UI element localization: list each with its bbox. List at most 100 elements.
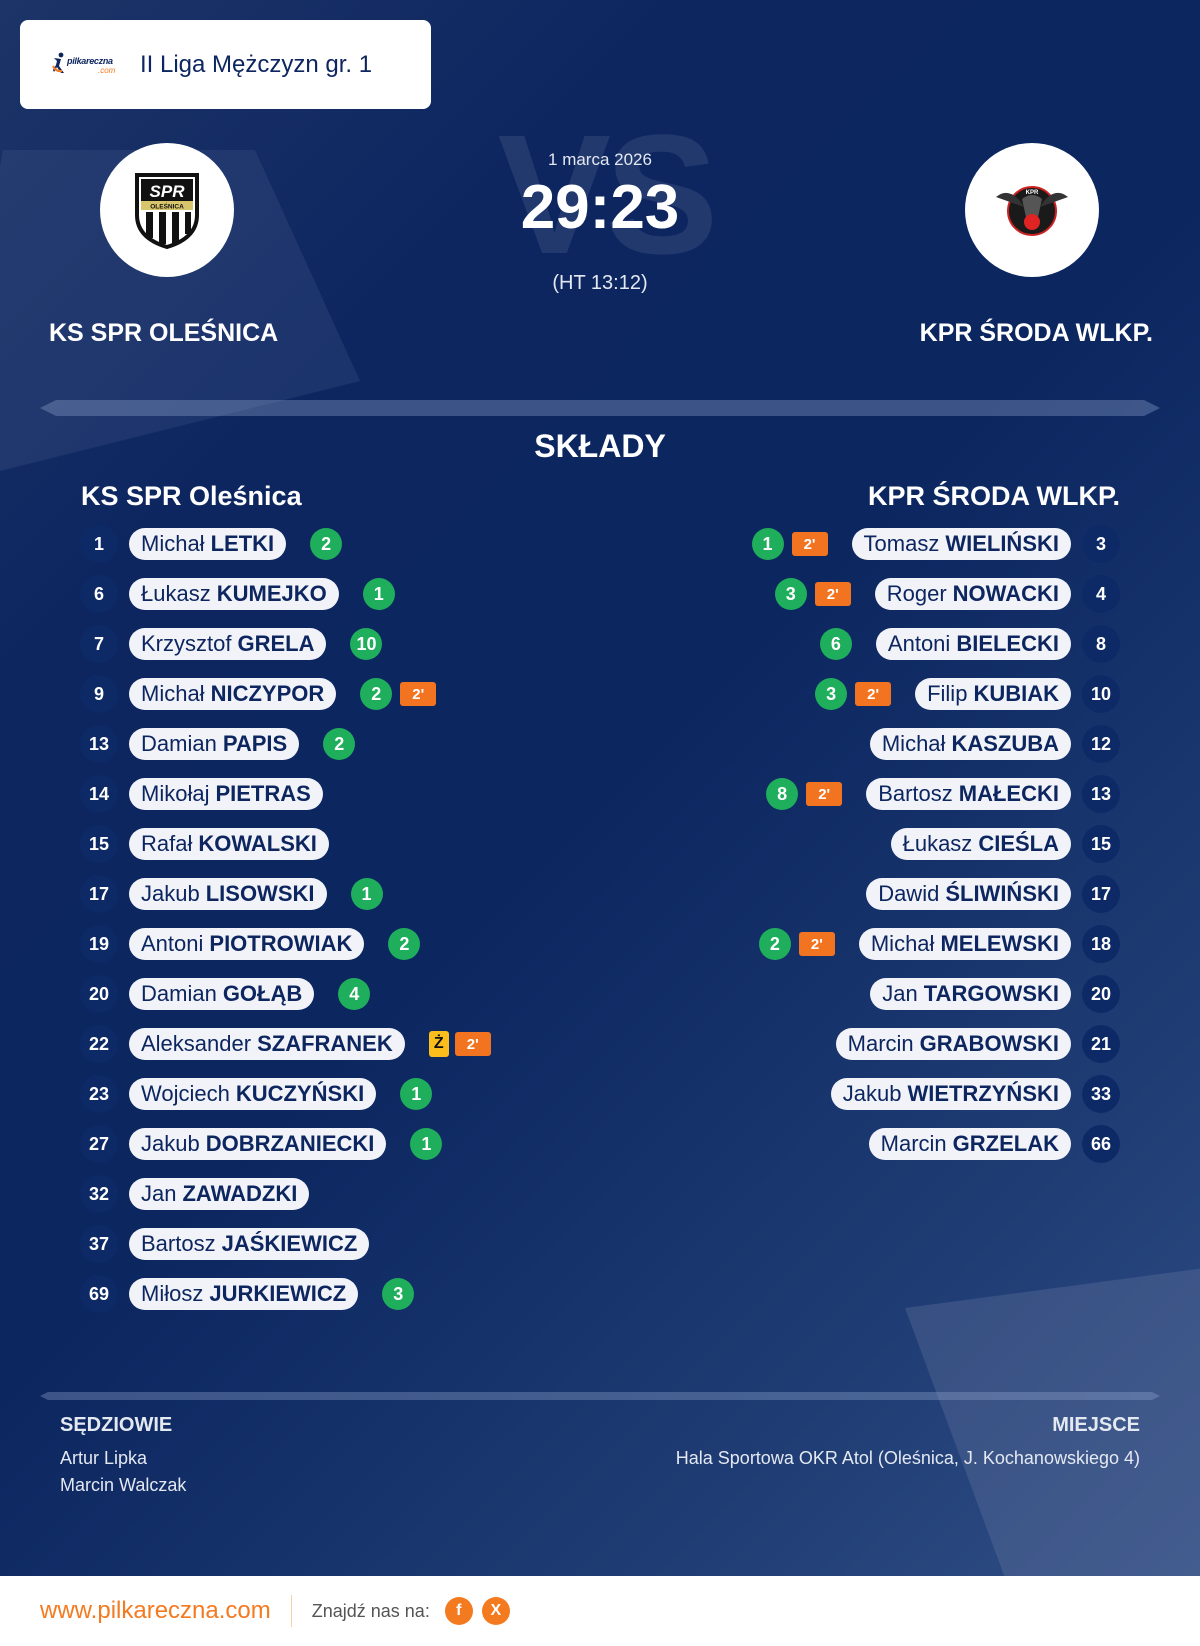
player-name[interactable]: Michał KASZUBA [869,728,1071,760]
shirt-number: 4 [1082,575,1120,613]
player-name[interactable]: Łukasz KUMEJKO [129,578,339,610]
halftime-score: (HT 13:12) [552,272,648,294]
player-last-name: MAŁECKI [958,781,1059,806]
brand-logo[interactable]: pilkareczna .com [50,50,122,80]
player-last-name: ŚLIWIŃSKI [945,881,1059,906]
goals-badge: 1 [350,878,383,910]
player-name[interactable]: Damian PAPIS [129,728,300,760]
player-name[interactable]: Michał NICZYPOR [129,678,337,710]
player-name[interactable]: Bartosz MAŁECKI [866,778,1071,810]
player-name[interactable]: Aleksander SZAFRANEK [129,1028,405,1060]
player-name[interactable]: Wojciech KUCZYŃSKI [129,1078,377,1110]
player-name[interactable]: Roger NOWACKI [874,578,1071,610]
player-last-name: GOŁĄB [222,981,303,1006]
player-row: 19 Antoni PIOTROWIAK 2 [80,919,491,969]
shirt-number: 27 [80,1125,118,1163]
footer: www.pilkareczna.com Znajdź nas na: f X [0,1576,1200,1646]
player-row: Michał KASZUBA 12 [752,719,1120,769]
player-first-name: Miłosz [141,1281,204,1306]
kpr-sroda-eagle-crest-icon: KPR [996,186,1068,236]
player-row: 6 Antoni BIELECKI 8 [752,619,1120,669]
shirt-number: 69 [80,1275,118,1313]
shirt-number: 23 [80,1075,118,1113]
player-last-name: PAPIS [222,731,288,756]
suspension-badge: 2' [798,932,835,956]
player-name[interactable]: Dawid ŚLIWIŃSKI [866,878,1071,910]
player-name[interactable]: Michał MELEWSKI [858,928,1071,960]
player-row: Jakub WIETRZYŃSKI 33 [752,1069,1120,1119]
facebook-icon[interactable]: f [444,1597,473,1625]
away-team-logo: KPR [965,143,1099,277]
squads-title: SKŁADY [534,428,666,464]
website-link[interactable]: www.pilkareczna.com [40,1597,271,1624]
league-title: II Liga Mężczyzn gr. 1 [140,50,373,78]
player-last-name: ZAWADZKI [182,1181,298,1206]
player-name[interactable]: Filip KUBIAK [915,678,1071,710]
player-name[interactable]: Miłosz JURKIEWICZ [129,1278,359,1310]
x-icon[interactable]: X [481,1597,510,1625]
player-name[interactable]: Marcin GRZELAK [868,1128,1071,1160]
player-row: 15 Rafał KOWALSKI [80,819,491,869]
goals-badge: 8 [766,778,799,810]
home-squad-list: 1 Michał LETKI 2 6 Łukasz KUMEJKO 1 7 Krzysztof GR… [80,519,491,1319]
player-name[interactable]: Antoni PIOTROWIAK [129,928,365,960]
shirt-number: 20 [80,975,118,1013]
player-stats: 2 [310,528,343,560]
section-divider [40,400,1160,416]
goals-badge: 4 [338,978,371,1010]
player-name[interactable]: Michał LETKI [129,528,287,560]
player-name[interactable]: Jan ZAWADZKI [129,1178,310,1210]
player-row: 6 Łukasz KUMEJKO 1 [80,569,491,619]
player-first-name: Rafał [141,831,193,856]
player-first-name: Bartosz [878,781,953,806]
player-first-name: Dawid [878,881,940,906]
player-row: 8 2' Bartosz MAŁECKI 13 [752,769,1120,819]
player-name[interactable]: Jakub WIETRZYŃSKI [830,1078,1071,1110]
svg-text:OLEŚNICA: OLEŚNICA [150,202,184,211]
shirt-number: 8 [1082,625,1120,663]
player-last-name: GRZELAK [952,1131,1059,1156]
player-name[interactable]: Tomasz WIELIŃSKI [851,528,1071,560]
player-row: Łukasz CIEŚLA 15 [752,819,1120,869]
goals-badge: 1 [410,1128,443,1160]
player-row: Marcin GRZELAK 66 [752,1119,1120,1169]
player-name[interactable]: Bartosz JAŚKIEWICZ [129,1228,370,1260]
player-name[interactable]: Łukasz CIEŚLA [890,828,1071,860]
player-last-name: BIELECKI [956,631,1059,656]
player-stats: 4 [338,978,371,1010]
shirt-number: 19 [80,925,118,963]
goals-badge: 2 [758,928,791,960]
player-name[interactable]: Marcin GRABOWSKI [835,1028,1071,1060]
goals-badge: 1 [362,578,395,610]
goals-badge: 6 [819,628,852,660]
player-first-name: Marcin [880,1131,947,1156]
shirt-number: 33 [1082,1075,1120,1113]
player-row: 7 Krzysztof GRELA 10 [80,619,491,669]
player-stats: 2 2' [360,678,437,710]
player-name[interactable]: Damian GOŁĄB [129,978,315,1010]
shirt-number: 17 [80,875,118,913]
shirt-number: 22 [80,1025,118,1063]
player-first-name: Łukasz [141,581,211,606]
player-name[interactable]: Mikołaj PIETRAS [129,778,323,810]
player-last-name: PIOTROWIAK [209,931,353,956]
player-first-name: Michał [141,531,205,556]
player-last-name: WIELIŃSKI [945,531,1059,556]
shirt-number: 17 [1082,875,1120,913]
venue-label: MIEJSCE [1052,1414,1140,1436]
player-row: 14 Mikołaj PIETRAS [80,769,491,819]
goals-badge: 1 [751,528,784,560]
away-team-name: KPR ŚRODA WLKP. [919,319,1153,347]
shirt-number: 3 [1082,525,1120,563]
player-name[interactable]: Rafał KOWALSKI [129,828,329,860]
player-first-name: Jakub [842,1081,902,1106]
player-name[interactable]: Jan TARGOWSKI [870,978,1071,1010]
player-row: 1 Michał LETKI 2 [80,519,491,569]
player-name[interactable]: Jakub LISOWSKI [129,878,327,910]
svg-text:SPR: SPR [150,182,186,201]
player-name[interactable]: Jakub DOBRZANIECKI [129,1128,387,1160]
player-name[interactable]: Krzysztof GRELA [129,628,327,660]
shirt-number: 15 [80,825,118,863]
player-first-name: Aleksander [141,1031,252,1056]
player-name[interactable]: Antoni BIELECKI [875,628,1071,660]
